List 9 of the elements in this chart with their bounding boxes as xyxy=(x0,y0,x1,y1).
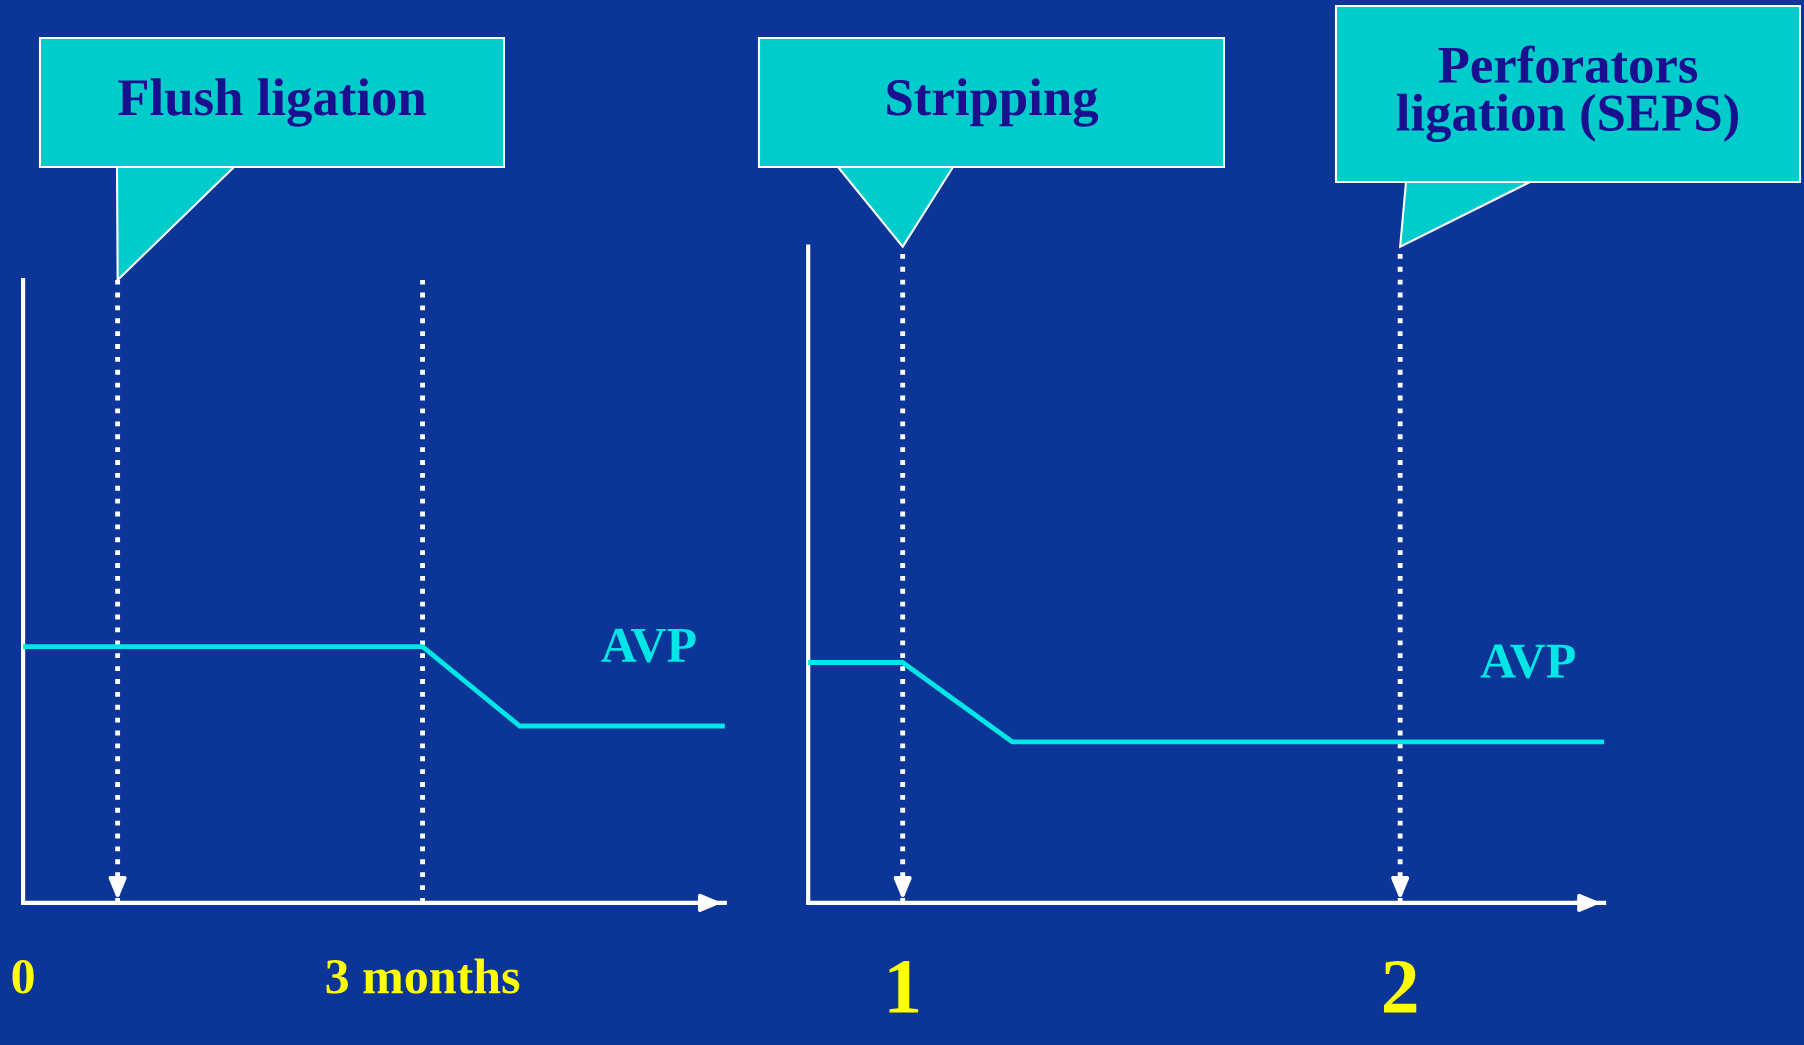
ref-line-label: Perforators ligation (SEPS) xyxy=(1396,45,1738,143)
ref-line-label: Stripping xyxy=(887,78,1099,127)
series-label: AVP xyxy=(1480,644,1575,679)
ref-line-label: Flush ligation xyxy=(118,78,426,127)
x-tick-label: 0 xyxy=(12,959,34,994)
x-tick-label: 1 xyxy=(889,961,919,1013)
series-label: AVP xyxy=(601,628,696,663)
x-tick-label: 3 months xyxy=(326,958,520,994)
x-tick-label: 2 xyxy=(1383,960,1417,1013)
